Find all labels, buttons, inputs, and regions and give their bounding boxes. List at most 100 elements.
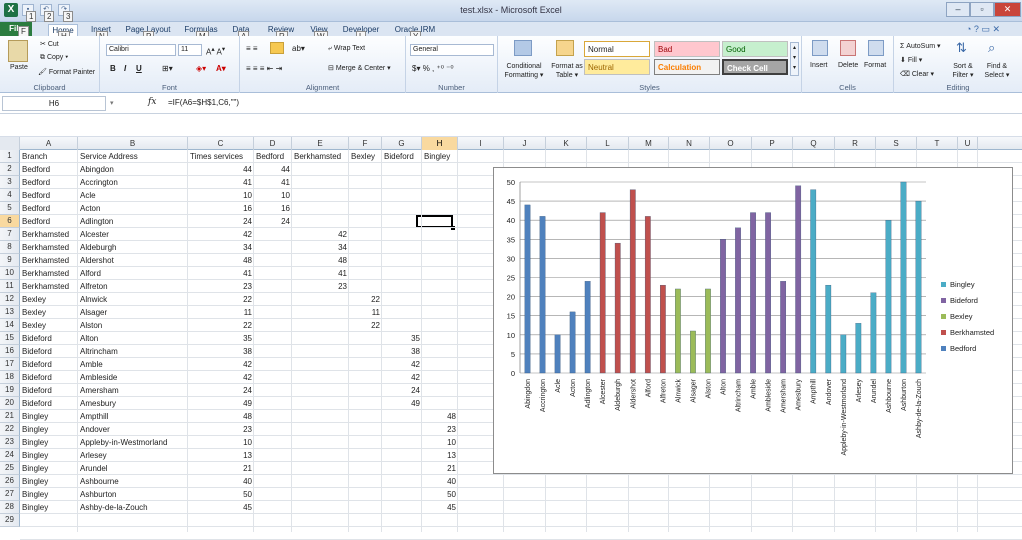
row-header[interactable]: 1 (0, 150, 20, 163)
row-header[interactable]: 19 (0, 384, 20, 397)
row-header[interactable]: 15 (0, 332, 20, 345)
cell-c6[interactable]: 24 (243, 217, 252, 226)
cell-f13[interactable]: 11 (371, 308, 380, 317)
column-header-i[interactable]: I (458, 137, 504, 150)
conditional-formatting-button[interactable]: Conditional Formatting ▾ (504, 63, 544, 79)
bar-bedford-acle[interactable] (554, 334, 561, 374)
bold-icon[interactable]: B (110, 64, 116, 73)
cell-b11[interactable]: Alfreton (80, 282, 108, 291)
cell-a15[interactable]: Bideford (22, 334, 52, 343)
sort-filter-button[interactable]: Sort & Filter ▾ (952, 63, 974, 79)
bar-bideford-altrincham[interactable] (735, 227, 741, 374)
cell-f12[interactable]: 22 (371, 295, 380, 304)
cell-a25[interactable]: Bingley (22, 464, 49, 473)
bar-berkhamsted-alfreton[interactable] (659, 284, 666, 374)
cell-e8[interactable]: 34 (338, 243, 347, 252)
cell-c14[interactable]: 22 (243, 321, 252, 330)
legend-bideford[interactable]: Bideford (950, 296, 978, 305)
currency-icon[interactable]: $▾ % , ⁺⁰ ⁻⁰ (412, 64, 454, 73)
style-normal[interactable]: Normal (584, 41, 650, 57)
bar-bingley-arundel[interactable] (870, 292, 877, 374)
column-header-b[interactable]: B (78, 137, 188, 150)
column-header-p[interactable]: P (752, 137, 793, 150)
row-header[interactable]: 22 (0, 423, 20, 436)
cell-h21[interactable]: 48 (447, 412, 456, 421)
cell-h28[interactable]: 45 (447, 503, 456, 512)
tab-oracle-irm[interactable]: Oracle IRM (394, 25, 436, 34)
cell-c28[interactable]: 45 (243, 503, 252, 512)
format-as-table-button[interactable]: Format as Table ▾ (551, 63, 583, 79)
row-header[interactable]: 8 (0, 241, 20, 254)
bar-bingley-ashbourne[interactable] (885, 220, 892, 374)
cell-a4[interactable]: Bedford (22, 191, 51, 200)
cell-h1[interactable]: Bingley (424, 152, 451, 161)
cell-c15[interactable]: 35 (243, 334, 252, 343)
row-header[interactable]: 24 (0, 449, 20, 462)
column-header-f[interactable]: F (349, 137, 382, 150)
bar-bedford-acton[interactable] (569, 311, 576, 374)
cell-c18[interactable]: 42 (243, 373, 252, 382)
cell-g18[interactable]: 42 (411, 373, 420, 382)
bar-bideford-ambleside[interactable] (765, 212, 771, 374)
cell-b5[interactable]: Acton (80, 204, 101, 213)
name-box-dropdown-icon[interactable]: ▾ (110, 100, 114, 107)
cell-c8[interactable]: 34 (243, 243, 252, 252)
cell-b21[interactable]: Ampthill (80, 412, 109, 421)
row-header[interactable]: 23 (0, 436, 20, 449)
copy-button[interactable]: ⧉ Copy ▾ (40, 54, 69, 61)
cell-c19[interactable]: 24 (243, 386, 252, 395)
cell-d5[interactable]: 16 (281, 204, 290, 213)
bar-bingley-ashburton[interactable] (900, 181, 907, 374)
cell-b16[interactable]: Altrincham (80, 347, 118, 356)
font-size-combo[interactable]: 11 (178, 44, 202, 56)
cell-g20[interactable]: 49 (411, 399, 420, 408)
tab-insert[interactable]: Insert (90, 25, 111, 34)
cell-c4[interactable]: 10 (243, 191, 252, 200)
cell-c21[interactable]: 48 (243, 412, 252, 421)
cell-c10[interactable]: 41 (243, 269, 252, 278)
cell-f1[interactable]: Bexley (351, 152, 376, 161)
column-header-l[interactable]: L (587, 137, 629, 150)
bar-bingley-ashby-de-la-zouch[interactable] (915, 200, 922, 374)
insert-cells-icon[interactable] (812, 40, 828, 56)
cell-b20[interactable]: Amesbury (80, 399, 117, 408)
cell-a24[interactable]: Bingley (22, 451, 49, 460)
cell-a11[interactable]: Berkhamsted (22, 282, 70, 291)
cell-c7[interactable]: 42 (243, 230, 252, 239)
cell-b6[interactable]: Adlington (80, 217, 114, 226)
style-bad[interactable]: Bad (654, 41, 720, 57)
cell-a26[interactable]: Bingley (22, 477, 49, 486)
cell-b4[interactable]: Acle (80, 191, 96, 200)
delete-cells-icon[interactable] (840, 40, 856, 56)
cell-b27[interactable]: Ashburton (80, 490, 117, 499)
row-header[interactable]: 4 (0, 189, 20, 202)
cell-a18[interactable]: Bideford (22, 373, 52, 382)
cell-c12[interactable]: 22 (243, 295, 252, 304)
bar-bingley-ampthill[interactable] (810, 189, 817, 374)
bar-bideford-amersham[interactable] (780, 281, 787, 374)
cell-a17[interactable]: Bideford (22, 360, 52, 369)
cell-a20[interactable]: Bideford (22, 399, 52, 408)
cell-b14[interactable]: Alston (80, 321, 103, 330)
cell-a14[interactable]: Bexley (22, 321, 47, 330)
cell-c5[interactable]: 16 (243, 204, 252, 213)
cell-c22[interactable]: 23 (243, 425, 252, 434)
cell-b12[interactable]: Alnwick (80, 295, 108, 304)
bar-bingley-appleby-in-westmorland[interactable] (840, 334, 847, 374)
cell-a12[interactable]: Bexley (22, 295, 47, 304)
borders-icon[interactable]: ⊞▾ (162, 64, 173, 73)
orientation-icon[interactable]: ab▾ (292, 44, 305, 53)
cell-g17[interactable]: 42 (411, 360, 420, 369)
bar-berkhamsted-alcester[interactable] (599, 212, 606, 374)
legend-berkhamsted[interactable]: Berkhamsted (950, 328, 994, 337)
cell-c24[interactable]: 13 (243, 451, 252, 460)
bar-bedford-adlington[interactable] (584, 281, 591, 374)
cell-g16[interactable]: 38 (411, 347, 420, 356)
row-header[interactable]: 28 (0, 501, 20, 514)
column-header-h[interactable]: H (422, 137, 458, 150)
row-header[interactable]: 13 (0, 306, 20, 319)
style-calculation[interactable]: Calculation (654, 59, 720, 75)
cell-h24[interactable]: 13 (447, 451, 456, 460)
cell-b13[interactable]: Alsager (80, 308, 108, 317)
format-painter-button[interactable]: 🖌 Format Painter (38, 69, 96, 76)
